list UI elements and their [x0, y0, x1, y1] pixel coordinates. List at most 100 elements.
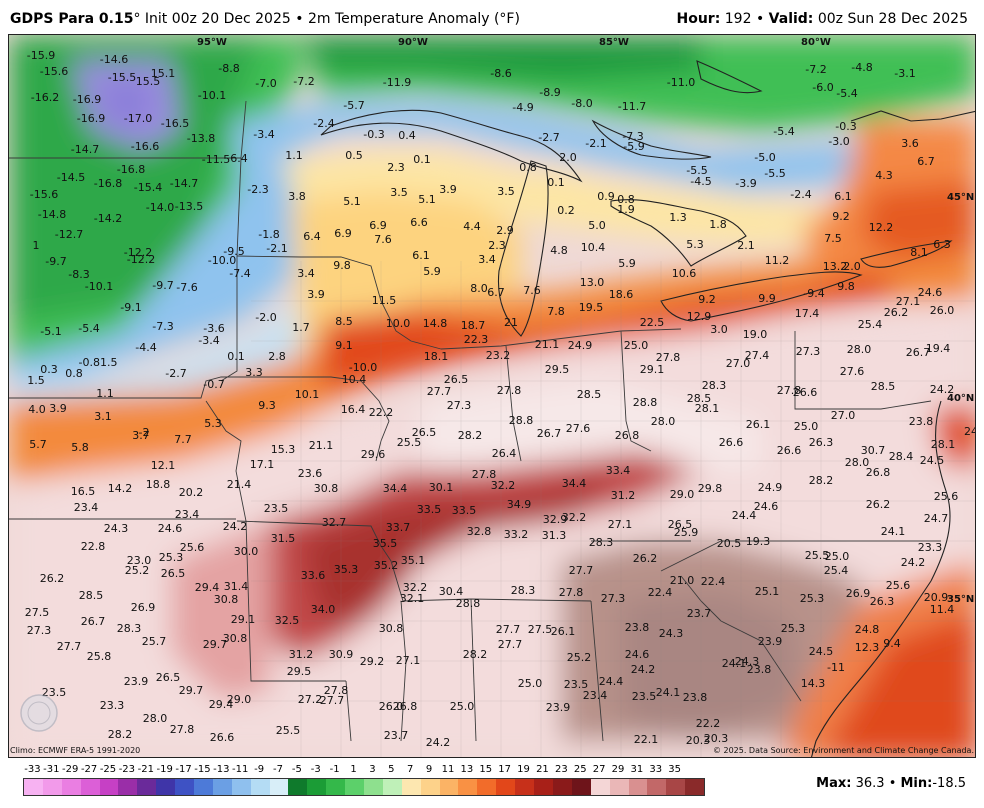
- anomaly-value: 27.4: [745, 349, 770, 362]
- anomaly-value: -11.7: [618, 100, 646, 113]
- legend-tick-label: 31: [630, 764, 644, 775]
- anomaly-value: 27.1: [896, 295, 921, 308]
- anomaly-value: 3.4: [297, 267, 315, 280]
- anomaly-value: -11.5: [202, 153, 230, 166]
- anomaly-value: 24.6: [158, 522, 183, 535]
- anomaly-value: 3.9: [307, 288, 325, 301]
- lon-95w: 95°W: [197, 37, 227, 48]
- anomaly-value: 23.9: [124, 675, 149, 688]
- legend-swatch: [420, 779, 440, 795]
- anomaly-value: 32.8: [467, 525, 492, 538]
- anomaly-value: 9.9: [758, 292, 776, 305]
- anomaly-value: 27.8: [559, 586, 584, 599]
- anomaly-value: 26.7: [537, 427, 562, 440]
- legend-swatch: [80, 779, 100, 795]
- anomaly-value: 11.4: [930, 603, 955, 616]
- anomaly-value: 4.8: [550, 244, 568, 257]
- anomaly-value: 25.4: [824, 564, 849, 577]
- anomaly-value: -5.1: [40, 325, 61, 338]
- lon-80w: 80°W: [801, 37, 831, 48]
- anomaly-value: 8.0: [470, 282, 488, 295]
- anomaly-value: 28.4: [889, 450, 914, 463]
- anomaly-value: -8.0: [571, 97, 592, 110]
- anomaly-value: -8.3: [68, 268, 89, 281]
- anomaly-value: -10.1: [85, 280, 113, 293]
- anomaly-value: 26.3: [809, 436, 834, 449]
- anomaly-value: 1.5: [27, 374, 45, 387]
- anomaly-value: 27.3: [796, 345, 821, 358]
- anomaly-value: 5.9: [423, 265, 441, 278]
- anomaly-value: 25.0: [518, 677, 543, 690]
- color-legend: -33 -31 -29 -27 -25 -23 -21 -19 -17 -15 -13 -11 -9 -7…: [13, 762, 705, 802]
- legend-tick-label: 21: [536, 764, 549, 775]
- anomaly-value: 26.0: [930, 304, 955, 317]
- anomaly-value: -9.7: [152, 279, 173, 292]
- legend-swatch: [194, 779, 213, 795]
- anomaly-value: 29.6: [361, 448, 386, 461]
- anomaly-value: -5.7: [343, 99, 364, 112]
- anomaly-value: -12.2: [127, 253, 155, 266]
- anomaly-value: -10.0: [208, 254, 236, 267]
- anomaly-value: 24.9: [758, 481, 783, 494]
- anomaly-value: 26.2: [40, 572, 65, 585]
- anomaly-value: -8.8: [218, 62, 239, 75]
- anomaly-value: -16.8: [117, 163, 145, 176]
- anomaly-value: 27.5: [25, 606, 50, 619]
- anomaly-value: 31.5: [271, 532, 296, 545]
- anomaly-value: 23.7: [384, 729, 409, 742]
- anomaly-value: 19.3: [746, 535, 771, 548]
- anomaly-value: 27.3: [447, 399, 472, 412]
- anomaly-value: 24.3: [659, 627, 684, 640]
- anomaly-value: 31.4: [224, 580, 249, 593]
- anomaly-value: 26.0: [379, 700, 404, 713]
- anomaly-value: 9.3: [258, 399, 276, 412]
- anomaly-value: 1.3: [669, 211, 687, 224]
- legend-tick-label: -21: [137, 764, 154, 775]
- anomaly-value: 1.1: [96, 387, 114, 400]
- anomaly-value: 22.2: [696, 717, 721, 730]
- anomaly-value: -7.2: [293, 75, 314, 88]
- anomaly-value: 9.8: [333, 259, 351, 272]
- field-name: 2m Temperature Anomaly (°F): [307, 11, 520, 27]
- anomaly-value: 35.3: [334, 563, 359, 576]
- legend-tick-label: -13: [213, 764, 230, 775]
- anomaly-value: 27.7: [498, 638, 523, 651]
- anomaly-value: 0.8: [65, 367, 83, 380]
- anomaly-value: 21: [504, 316, 518, 329]
- anomaly-value: 18.6: [609, 288, 634, 301]
- anomaly-value: 24.5: [920, 454, 945, 467]
- anomaly-value: 26.8: [393, 700, 418, 713]
- legend-tick-label: -27: [80, 764, 98, 775]
- anomaly-value: -8.6: [490, 67, 511, 80]
- anomaly-value: 27.8: [324, 684, 349, 697]
- grid-labels: 95°W 90°W 85°W 80°W 45°N 40°N 35°N: [197, 37, 974, 605]
- anomaly-value: 6.3: [933, 238, 951, 251]
- anomaly-value: -11.9: [383, 76, 411, 89]
- anomaly-value: -9.4: [803, 287, 824, 300]
- anomaly-value: 29.0: [670, 488, 695, 501]
- anomaly-value: 10.0: [386, 317, 411, 330]
- anomaly-value: -10.0: [349, 361, 377, 374]
- anomaly-value: 0.1: [227, 350, 245, 363]
- legend-swatch: [269, 779, 289, 795]
- anomaly-value: 12.1: [151, 459, 176, 472]
- anomaly-value: -7.3: [622, 130, 643, 143]
- anomaly-value: 29.8: [698, 482, 723, 495]
- anomaly-value: 25.3: [159, 551, 184, 564]
- anomaly-value: -3.0: [828, 135, 849, 148]
- anomaly-value: 6.7: [917, 155, 935, 168]
- anomaly-value: -10.1: [198, 89, 226, 102]
- legend-tick-label: 1: [350, 764, 357, 775]
- anomaly-value: 1.1: [285, 149, 303, 162]
- legend-swatch: [307, 779, 327, 795]
- legend-swatch: [515, 779, 535, 795]
- anomaly-map: 95°W 90°W 85°W 80°W 45°N 40°N 35°N -15.9…: [8, 34, 976, 758]
- anomaly-value: -2.3: [247, 183, 268, 196]
- anomaly-value: 34.4: [562, 477, 587, 490]
- anomaly-value: 26.4: [492, 447, 517, 460]
- legend-tick-label: -31: [43, 764, 60, 775]
- anomaly-value: 3.1: [94, 410, 112, 423]
- anomaly-value: -11.0: [667, 76, 695, 89]
- anomaly-value: -4.4: [135, 341, 156, 354]
- legend-tick-label: -25: [99, 764, 117, 775]
